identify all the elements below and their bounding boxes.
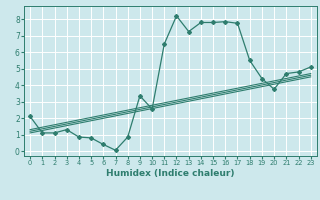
- X-axis label: Humidex (Indice chaleur): Humidex (Indice chaleur): [106, 169, 235, 178]
